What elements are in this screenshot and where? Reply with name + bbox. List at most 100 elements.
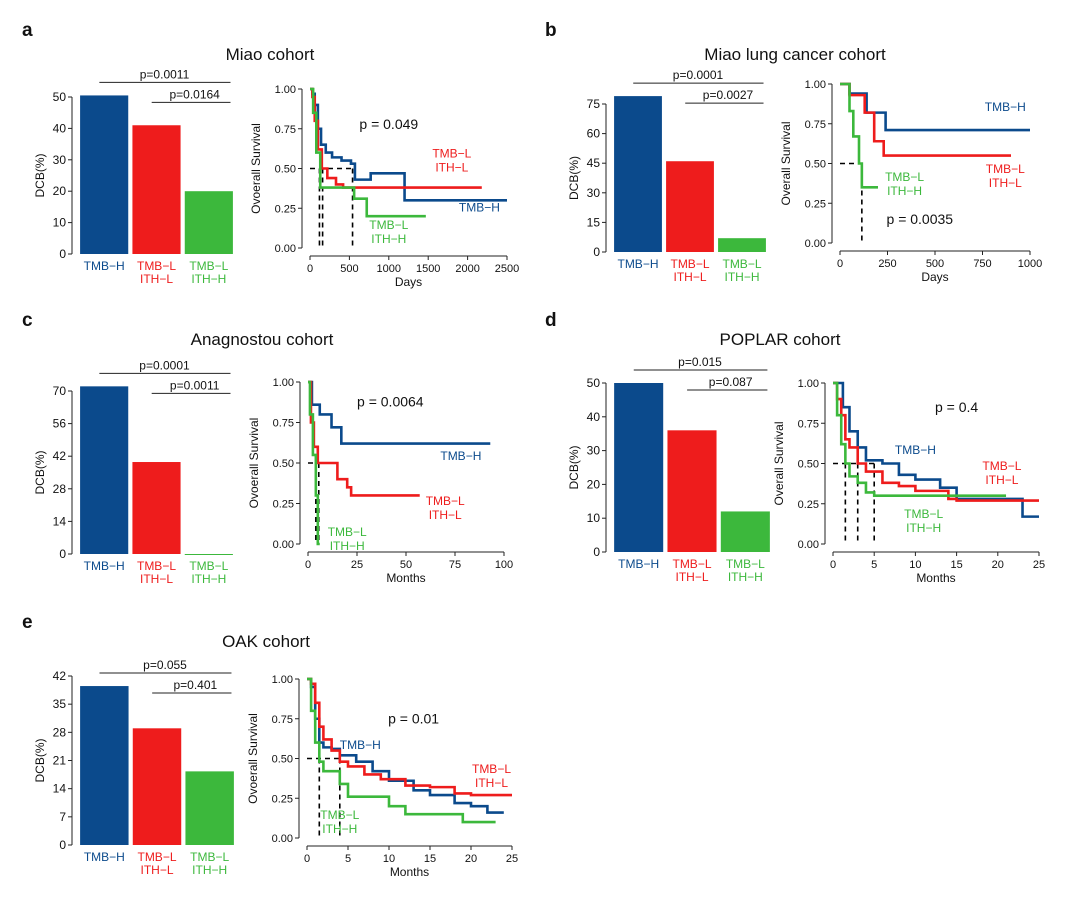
bar-1 bbox=[80, 686, 129, 845]
panel-c: c Anagnostou cohort 0 14 28 42 56 70 DCB(%) TMB−H… bbox=[22, 310, 513, 586]
y-tick-label: 75 bbox=[587, 97, 601, 111]
bar-category-label: ITH−L bbox=[140, 272, 173, 286]
y-tick-label: 0.00 bbox=[798, 539, 819, 551]
bar-category-label: ITH−H bbox=[191, 272, 226, 286]
bar-category-label: ITH−H bbox=[724, 270, 759, 284]
y-tick-label: 14 bbox=[53, 514, 67, 528]
survival-curve-2 bbox=[833, 381, 1039, 502]
y-tick-label: 14 bbox=[53, 782, 67, 796]
y-tick-label: 0.50 bbox=[273, 458, 294, 470]
x-tick-label: 500 bbox=[340, 263, 358, 275]
panel-letter: a bbox=[22, 20, 33, 41]
x-tick-label: 50 bbox=[400, 559, 412, 571]
bar-category-label: TMB−H bbox=[84, 559, 125, 573]
x-tick-label: 0 bbox=[304, 853, 310, 865]
x-tick-label: 25 bbox=[506, 853, 518, 865]
y-tick-label: 0.75 bbox=[805, 119, 826, 131]
bar-2 bbox=[132, 728, 182, 845]
panel-letter: b bbox=[545, 20, 557, 41]
panel-letter: e bbox=[22, 612, 33, 633]
survival-curve-3 bbox=[840, 82, 878, 189]
curve-label: TMB−H bbox=[459, 200, 500, 214]
bar-category-label: TMB−L bbox=[137, 850, 176, 864]
bar-category-label: TMB−H bbox=[84, 850, 125, 864]
y-axis-label: DCB(%) bbox=[33, 738, 47, 782]
y-tick-label: 7 bbox=[59, 810, 66, 824]
y-tick-label: 0 bbox=[593, 245, 600, 259]
y-tick-label: 0.00 bbox=[805, 238, 826, 250]
y-tick-label: 1.00 bbox=[798, 378, 819, 390]
x-tick-label: 0 bbox=[830, 559, 836, 571]
bar-2 bbox=[667, 430, 717, 552]
km-plot: 0.00 0.25 0.50 0.75 1.00 0 25 50 75 100 Months Ovoe… bbox=[247, 377, 513, 585]
bar-category-label: TMB−L bbox=[190, 850, 229, 864]
curve-label: TMB−L bbox=[472, 762, 511, 776]
bar-category-label: TMB−L bbox=[137, 559, 176, 573]
curve-label: ITH−L bbox=[429, 508, 462, 522]
y-tick-label: 0.50 bbox=[798, 459, 819, 471]
curve-label: ITH−L bbox=[435, 160, 468, 174]
curve-label: TMB−L bbox=[320, 808, 359, 822]
y-tick-label: 0 bbox=[59, 838, 66, 852]
x-tick-label: 25 bbox=[351, 559, 363, 571]
y-tick-label: 21 bbox=[53, 754, 67, 768]
curve-label: ITH−L bbox=[989, 176, 1022, 190]
y-tick-label: 0.25 bbox=[273, 499, 294, 511]
y-tick-label: 42 bbox=[53, 669, 67, 683]
y-tick-label: 45 bbox=[587, 156, 601, 170]
x-tick-label: 20 bbox=[992, 559, 1004, 571]
bar-3 bbox=[184, 191, 233, 254]
curve-label: ITH−L bbox=[475, 776, 508, 790]
bar-category-label: TMB−L bbox=[137, 259, 176, 273]
curve-label: TMB−L bbox=[432, 146, 471, 160]
survival-curve-1 bbox=[833, 381, 1039, 518]
bar-3 bbox=[184, 554, 233, 555]
bar-category-label: TMB−L bbox=[189, 259, 228, 273]
x-axis-label: Months bbox=[390, 865, 429, 879]
x-tick-label: 1500 bbox=[416, 263, 440, 275]
y-tick-label: 0.25 bbox=[805, 198, 826, 210]
x-tick-label: 1000 bbox=[1018, 258, 1042, 270]
y-tick-label: 15 bbox=[587, 215, 601, 229]
survival-curve-2 bbox=[307, 677, 512, 797]
y-tick-label: 42 bbox=[53, 449, 67, 463]
panel-title: POPLAR cohort bbox=[720, 330, 841, 349]
km-plot: 0.00 0.25 0.50 0.75 1.00 0 5 10 15 20 25 Months Over… bbox=[772, 378, 1045, 585]
y-tick-label: 0.75 bbox=[798, 418, 819, 430]
bar-category-label: ITH−H bbox=[728, 570, 763, 584]
y-tick-label: 0 bbox=[593, 545, 600, 559]
y-axis-label: Ovoerall Survival bbox=[249, 123, 263, 214]
y-axis-label: Ovoerall Survival bbox=[246, 713, 260, 804]
y-tick-label: 0.75 bbox=[275, 124, 296, 136]
p-value-label: p=0.0027 bbox=[703, 88, 754, 102]
p-value-label: p=0.0011 bbox=[140, 67, 190, 81]
x-tick-label: 100 bbox=[495, 559, 513, 571]
bar-category-label: TMB−L bbox=[672, 557, 711, 571]
y-tick-label: 0.50 bbox=[272, 754, 293, 766]
x-axis-label: Days bbox=[921, 270, 948, 284]
curve-label: ITH−H bbox=[371, 232, 406, 246]
bar-category-label: TMB−L bbox=[670, 257, 709, 271]
survival-curve-3 bbox=[308, 380, 320, 546]
y-tick-label: 0.50 bbox=[805, 159, 826, 171]
bar-2 bbox=[132, 125, 181, 254]
x-tick-label: 25 bbox=[1033, 559, 1045, 571]
y-tick-label: 50 bbox=[587, 376, 601, 390]
curve-label: TMB−L bbox=[426, 494, 465, 508]
y-tick-label: 30 bbox=[587, 444, 601, 458]
curve-label: TMB−L bbox=[982, 459, 1021, 473]
km-plot: 0.00 0.25 0.50 0.75 1.00 0 250 500 750 1000 Days Ov… bbox=[779, 79, 1042, 284]
y-tick-label: 50 bbox=[53, 90, 67, 104]
x-tick-label: 5 bbox=[871, 559, 877, 571]
y-axis-label: Overall Survival bbox=[772, 421, 786, 505]
bar-category-label: ITH−H bbox=[192, 863, 227, 877]
x-tick-label: 0 bbox=[837, 258, 843, 270]
bar-category-label: ITH−L bbox=[675, 570, 708, 584]
p-value-label: p=0.401 bbox=[173, 678, 217, 692]
bar-category-label: ITH−H bbox=[191, 572, 226, 586]
bar-category-label: TMB−H bbox=[84, 259, 125, 273]
